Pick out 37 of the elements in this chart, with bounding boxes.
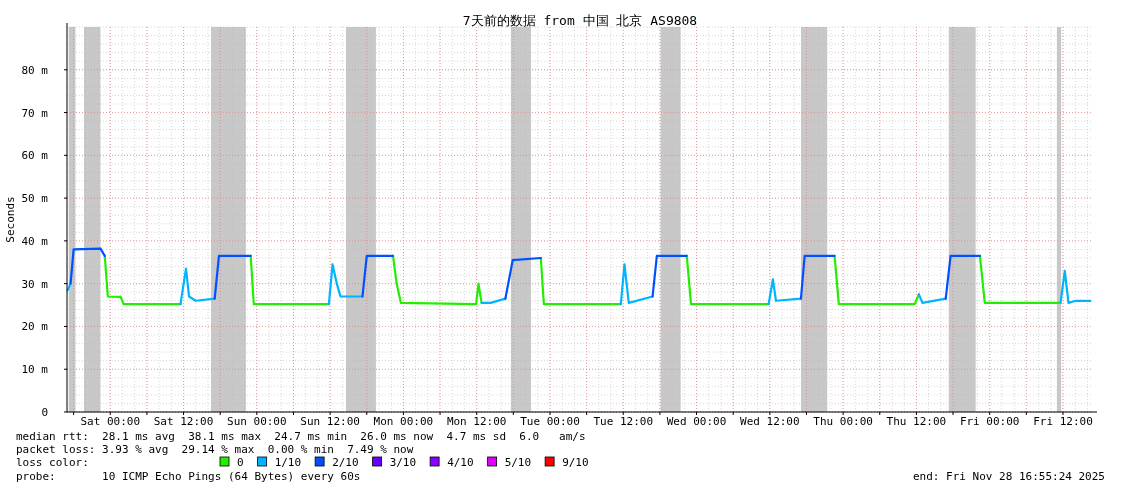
- legend-label: 1/10: [274, 456, 302, 469]
- x-tick-label: Fri 00:00: [959, 415, 1020, 428]
- text: end: Fri Nov 28 16:55:24 2025: [912, 470, 1105, 483]
- chart-title: 7天前的数据 from 中国 北京 AS9808: [462, 13, 698, 28]
- x-tick-label: Sat 12:00: [153, 415, 214, 428]
- legend-title: loss color:: [16, 456, 89, 469]
- y-tick-label: 80 m: [21, 63, 49, 77]
- legend-label: 9/10: [562, 456, 589, 469]
- y-tick-label: 10 m: [21, 363, 49, 377]
- y-tick-label: 20 m: [21, 320, 49, 334]
- x-tick-label: Wed 00:00: [666, 415, 727, 428]
- x-tick-label: Thu 00:00: [813, 415, 873, 428]
- y-tick-label: 60 m: [21, 149, 49, 163]
- y-tick-label: 30 m: [21, 277, 49, 291]
- legend-label: 0: [237, 456, 244, 469]
- legend-label: 3/10: [389, 456, 417, 469]
- y-tick-label: 70 m: [21, 106, 49, 120]
- x-tick-label: Sun 12:00: [300, 415, 360, 428]
- x-tick-label: Tue 12:00: [593, 415, 654, 428]
- legend-label: 2/10: [332, 456, 359, 469]
- text: probe: 10 ICMP Echo Pings (64 Bytes) every 60s: [16, 470, 361, 483]
- x-tick-label: Sun 00:00: [227, 415, 287, 428]
- x-tick-label: Fri 12:00: [1033, 415, 1093, 428]
- y-tick-label: 0: [41, 406, 48, 419]
- x-tick-label: Thu 12:00: [886, 415, 947, 428]
- y-tick-label: 50 m: [21, 192, 49, 206]
- text: packet loss: 3.93 % avg 29.14 % max 0.00 % min 7.49 % now: [16, 443, 414, 456]
- x-tick-label: Mon 00:00: [373, 415, 434, 428]
- x-tick-label: Mon 12:00: [446, 415, 507, 428]
- x-tick-label: Sat 00:00: [80, 415, 141, 428]
- legend-label: 4/10: [447, 456, 474, 469]
- legend-label: 5/10: [504, 456, 532, 469]
- text: median rtt: 28.1 ms avg 38.1 ms max 24.7 ms min 26.0 ms now 4.7 ms sd 6.0 am/s: [16, 430, 586, 443]
- x-tick-label: Tue 00:00: [520, 415, 580, 428]
- x-tick-label: Wed 12:00: [740, 415, 800, 428]
- y-tick-label: 40 m: [21, 234, 49, 248]
- y-axis-title: Seconds: [4, 196, 17, 243]
